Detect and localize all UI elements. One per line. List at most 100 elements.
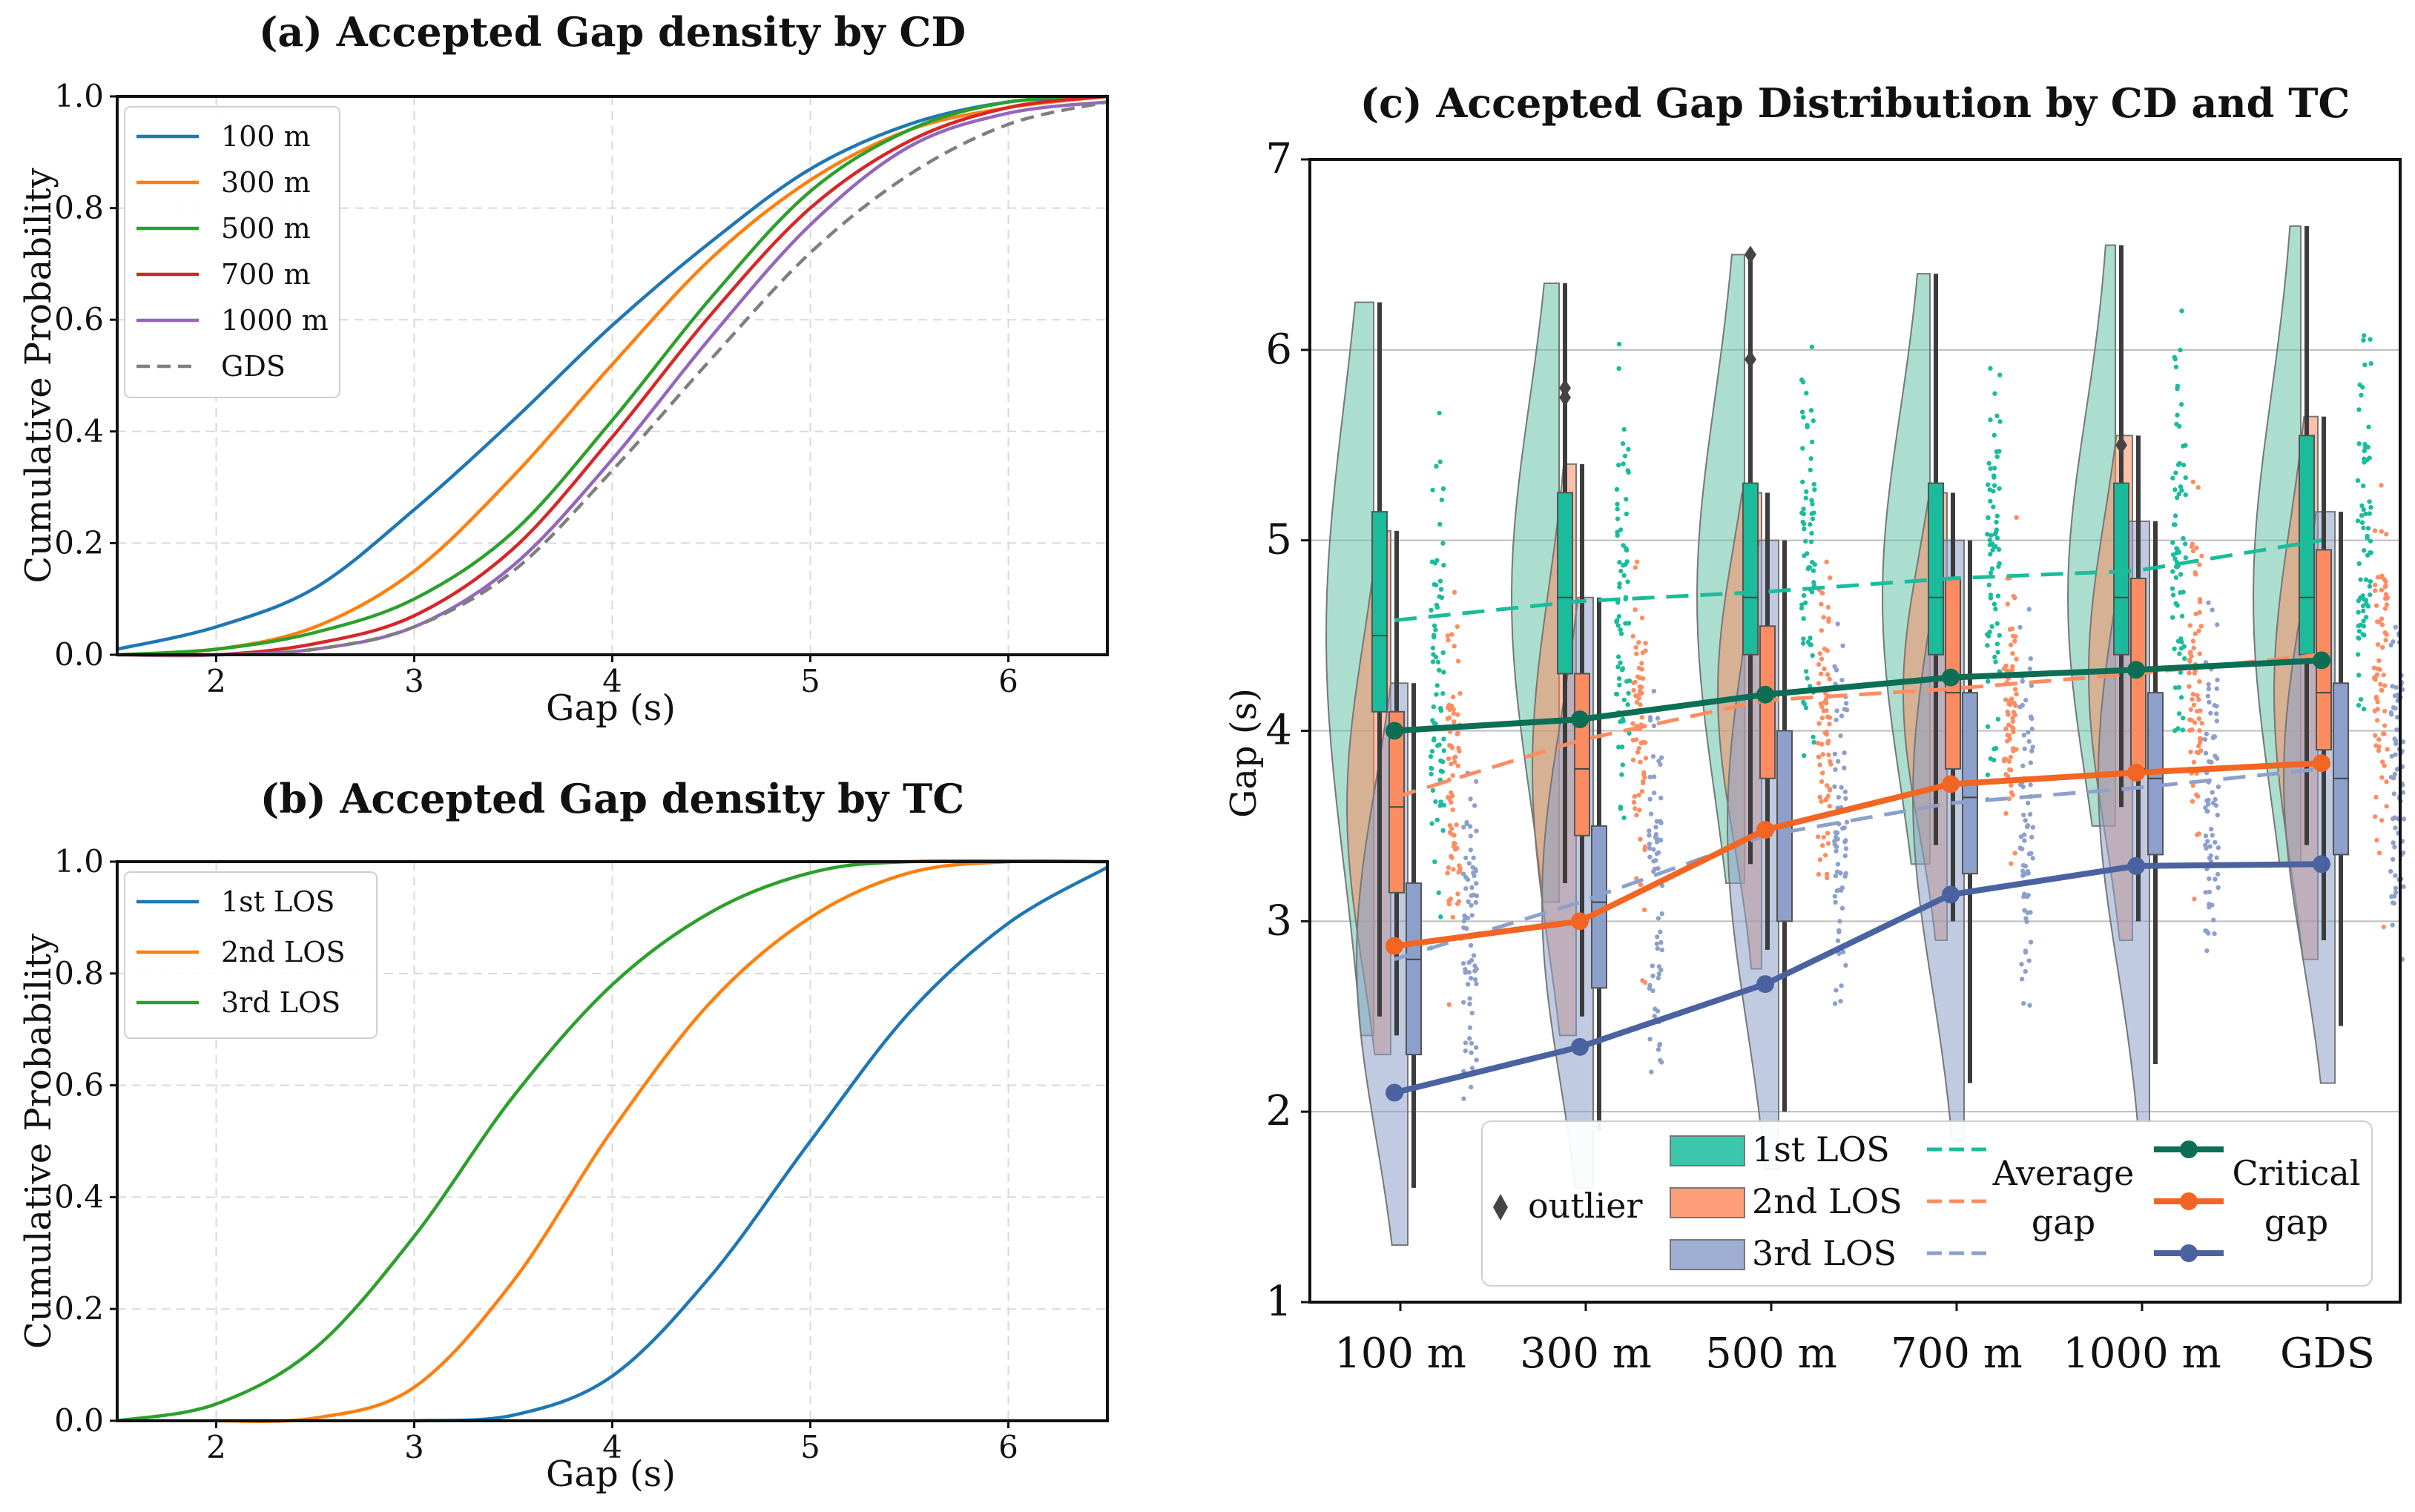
rain-point-los2	[2190, 799, 2195, 804]
rain-point-los3	[2215, 885, 2221, 891]
rain-point-los1	[1617, 581, 1622, 587]
legend-label: 300 m	[221, 166, 311, 199]
rain-point-los1	[1803, 495, 1808, 501]
rain-point-los1	[1989, 624, 1994, 630]
rain-point-los3	[2204, 845, 2209, 851]
rain-point-los1	[1801, 415, 1806, 420]
rain-point-los2	[2013, 634, 2018, 639]
rain-point-los1	[1437, 667, 1442, 673]
rain-point-los1	[1433, 655, 1439, 660]
rain-point-los3	[1651, 869, 1656, 874]
rain-point-los3	[2206, 686, 2212, 692]
rain-point-los2	[2197, 599, 2203, 605]
rain-point-los3	[1474, 881, 1479, 886]
rain-point-los1	[2363, 511, 2368, 517]
rain-point-los2	[1824, 783, 1830, 788]
rain-point-los2	[1819, 716, 1825, 721]
critical-gap-point-los2	[2127, 764, 2145, 782]
rain-point-los1	[2176, 423, 2182, 429]
rain-point-los2	[2196, 831, 2202, 836]
rain-point-los1	[2179, 639, 2184, 645]
rain-point-los1	[2178, 347, 2183, 353]
rain-point-los3	[2392, 771, 2397, 777]
rain-point-los2	[1638, 836, 1643, 842]
rain-point-los3	[1843, 963, 1848, 968]
rain-point-los2	[1816, 721, 1822, 726]
rain-point-los2	[1815, 740, 1821, 746]
rain-point-los1	[2359, 512, 2365, 518]
y-tick-label: 1.0	[54, 843, 104, 879]
rain-point-los2	[2008, 642, 2014, 647]
rain-point-los3	[2401, 816, 2407, 822]
rain-point-los2	[1632, 793, 1638, 799]
rain-point-los3	[1658, 755, 1664, 760]
rain-point-los1	[1430, 645, 1436, 651]
rain-point-los2	[1825, 875, 1830, 881]
rain-point-los2	[2372, 528, 2378, 533]
rain-point-los3	[2394, 715, 2400, 720]
rain-point-los2	[2382, 731, 2387, 736]
rain-point-los1	[1441, 670, 1446, 675]
rain-point-los1	[1621, 572, 1627, 578]
rain-point-los3	[1833, 767, 1838, 773]
rain-point-los3	[2215, 871, 2221, 877]
rain-point-los3	[1647, 983, 1653, 988]
rain-point-los3	[1463, 855, 1469, 861]
rain-point-los1	[1434, 692, 1439, 697]
rain-point-los1	[1985, 724, 1991, 730]
rain-point-los1	[1437, 803, 1443, 808]
rain-point-los1	[1987, 487, 1992, 492]
rain-point-los3	[1469, 1084, 1474, 1090]
rain-point-los2	[1446, 1002, 1452, 1007]
rain-point-los3	[2209, 826, 2214, 832]
rain-point-los1	[2181, 590, 2186, 595]
y-tick-label: 6	[1265, 326, 1292, 374]
rain-point-los1	[2367, 592, 2373, 598]
rain-point-los2	[1447, 796, 1452, 802]
rain-point-los3	[2028, 782, 2033, 788]
rain-point-los1	[1802, 526, 1807, 532]
rain-point-los2	[1819, 601, 1824, 607]
rain-point-los1	[1812, 562, 1817, 567]
rain-point-los2	[1818, 701, 1824, 707]
y-tick-label: 0.6	[54, 1067, 104, 1103]
rain-point-los2	[1450, 773, 1455, 778]
rain-point-los1	[2173, 470, 2178, 475]
rain-point-los3	[1843, 796, 1848, 801]
rain-point-los1	[1429, 748, 1435, 754]
rain-point-los3	[2210, 790, 2215, 795]
rain-point-los3	[2022, 746, 2027, 752]
rain-point-los2	[1630, 757, 1636, 763]
rain-point-los2	[2196, 697, 2201, 702]
x-tick-label: 6	[998, 1429, 1018, 1465]
rain-point-los1	[1995, 593, 2001, 598]
rain-point-los3	[1838, 733, 1843, 739]
rain-point-los3	[1653, 834, 1658, 839]
rain-point-los2	[2005, 709, 2010, 715]
rain-point-los3	[2213, 753, 2218, 759]
rain-point-los2	[1821, 708, 1826, 713]
rain-point-los1	[2363, 445, 2368, 450]
rain-point-los3	[2203, 890, 2208, 895]
rain-point-los1	[1988, 756, 1994, 762]
rain-point-los3	[2030, 745, 2035, 750]
rain-point-los1	[2175, 412, 2180, 417]
rain-point-los3	[2207, 699, 2212, 705]
rain-point-los1	[2175, 726, 2181, 731]
x-axis-label: Gap (s)	[546, 1453, 676, 1495]
rain-point-los3	[2021, 812, 2026, 818]
rain-point-los1	[2170, 552, 2176, 558]
rain-point-los3	[1651, 790, 1657, 796]
rain-point-los3	[1647, 833, 1652, 838]
rain-point-los1	[1799, 602, 1805, 607]
rain-point-los1	[1429, 765, 1434, 771]
rain-point-los2	[1446, 865, 1452, 871]
rain-point-los1	[1622, 453, 1628, 459]
rain-point-los3	[1839, 983, 1844, 988]
rain-point-los3	[2024, 824, 2030, 830]
rain-point-los2	[2187, 623, 2193, 628]
rain-point-los3	[1658, 1057, 1663, 1063]
legend-average-label: Average	[1992, 1153, 2135, 1193]
rain-point-los1	[1808, 522, 1813, 527]
rain-point-los3	[1839, 785, 1844, 790]
